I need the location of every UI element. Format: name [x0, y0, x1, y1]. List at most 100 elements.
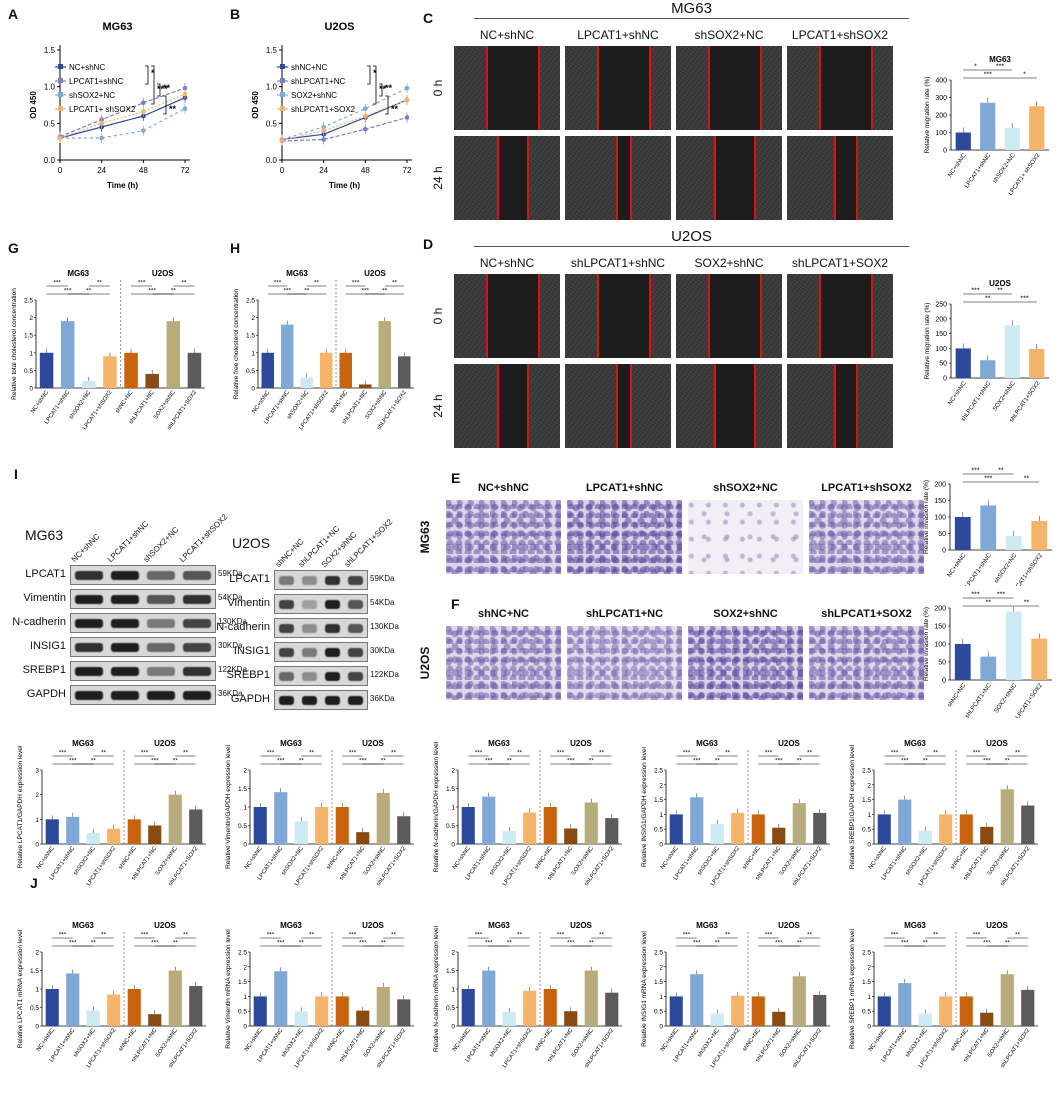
group-title: U2OS [362, 739, 384, 748]
bar [261, 352, 274, 388]
kda-label: 54KDa [370, 598, 395, 607]
scratch-wound [486, 274, 538, 358]
y-tick-label: 200 [935, 316, 947, 323]
blot-band [348, 599, 363, 609]
scratch-row-label: 24 h [431, 394, 445, 418]
y-tick-label: 100 [934, 642, 946, 649]
scratch-row-label: 24 h [431, 166, 445, 190]
scratch-edge-line [497, 136, 499, 220]
y-tick-label: 1 [451, 805, 455, 812]
bar [955, 132, 971, 150]
x-tick-label: shNC+NC [329, 390, 349, 415]
bar [502, 1011, 516, 1026]
blot-band [302, 671, 317, 681]
legend-label: shLPCAT1+NC [291, 77, 346, 86]
blot-band [325, 671, 340, 681]
sig-label: ** [715, 758, 721, 765]
bar [918, 1013, 932, 1026]
blot-band [147, 666, 175, 676]
y-tick-label: 150 [935, 331, 947, 338]
sig-bracket [151, 65, 155, 105]
scratch-image [565, 274, 671, 358]
sig-label: ** [391, 932, 397, 939]
protein-label: N-cadherin [216, 621, 270, 633]
scratch-group-label: shSOX2+NC [694, 28, 764, 42]
bar [898, 799, 912, 844]
sig-label: *** [983, 758, 991, 765]
blot-band [183, 666, 211, 676]
bar [669, 814, 683, 844]
bar [397, 999, 411, 1026]
bar [690, 797, 704, 844]
x-tick-label: shNC+NC [118, 1028, 138, 1053]
bar-title: MG63 [989, 55, 1011, 64]
bar [107, 828, 121, 844]
transwell-group-label: SOX2+shNC [713, 608, 778, 620]
y-tick-label: 0 [243, 842, 247, 849]
sig-bracket [367, 65, 371, 85]
x-tick-label: NC+shNC [30, 390, 50, 415]
bar [168, 970, 182, 1026]
sig-label: ** [183, 932, 189, 939]
sig-label: ** [715, 940, 721, 947]
sig-label: ** [91, 758, 97, 765]
blot-band [302, 623, 317, 633]
blot-strip [70, 637, 216, 657]
x-tick-label: shNC+NC [115, 390, 135, 415]
y-tick-label: 2.5 [654, 950, 663, 957]
scratch-wound [708, 46, 760, 130]
wb-mg63-title: MG63 [25, 527, 64, 543]
bar [523, 812, 537, 844]
sig-label: *** [148, 288, 156, 295]
y-tick-label: 0 [867, 842, 871, 849]
sig-label: ** [933, 932, 939, 939]
blot-band [111, 570, 139, 580]
quant-chart-I-Vimentin: 0 0.5 1 1.5 2 Relative Vimentin/GAPDH express… [225, 739, 414, 887]
y-tick-label: 2 [29, 315, 33, 322]
kda-label: 30KDa [370, 646, 395, 655]
panel-letter-d: D [423, 236, 434, 252]
sig-bracket [385, 95, 389, 115]
bar [523, 990, 537, 1026]
blot-strip [274, 690, 368, 710]
y-tick-label: 0 [943, 376, 947, 383]
sig-label: ** [314, 280, 320, 287]
y-tick-label: 1 [29, 350, 33, 357]
y-tick-label: 2 [243, 964, 247, 971]
sig-label: *** [267, 750, 275, 757]
scratch-group-label: SOX2+shNC [694, 256, 764, 270]
transwell-image [809, 626, 924, 700]
panel-letter-b: B [230, 6, 241, 22]
scratch-edge-line [497, 364, 499, 448]
bar [1031, 520, 1048, 550]
bar [482, 796, 496, 844]
scratch-image [787, 274, 893, 358]
sig-label: *** [567, 940, 575, 947]
bar [690, 974, 704, 1026]
y-tick-label: 1 [451, 987, 455, 994]
scratch-image [454, 136, 560, 220]
group-title: U2OS [154, 921, 176, 930]
blot-band [147, 594, 175, 604]
x-tick-label: NC+shNC [947, 380, 968, 406]
x-tick-label: NC+shNC [660, 846, 680, 871]
x-tick-label: shNC+NC [118, 846, 138, 871]
legend-label: LPCAT1+shNC [69, 77, 124, 86]
sig-label: ** [1024, 600, 1030, 607]
sig-label: ** [91, 940, 97, 947]
sig-label: ** [1024, 476, 1030, 483]
sig-bracket [379, 83, 383, 97]
bar [543, 989, 557, 1026]
blot-band [183, 690, 211, 700]
scratch-edge-line [714, 136, 716, 220]
scratch-row-label: 0 h [431, 79, 445, 97]
y-tick-label: 0.5 [446, 823, 455, 830]
y-tick-label: 1.5 [654, 797, 663, 804]
sig-label: *** [141, 932, 149, 939]
y-tick-label: 2 [659, 964, 663, 971]
bar [813, 812, 827, 844]
bar [294, 1011, 308, 1026]
y-tick-label: 0.5 [238, 1009, 247, 1016]
sig-label: *** [283, 288, 291, 295]
sig-label: *** [996, 64, 1004, 71]
